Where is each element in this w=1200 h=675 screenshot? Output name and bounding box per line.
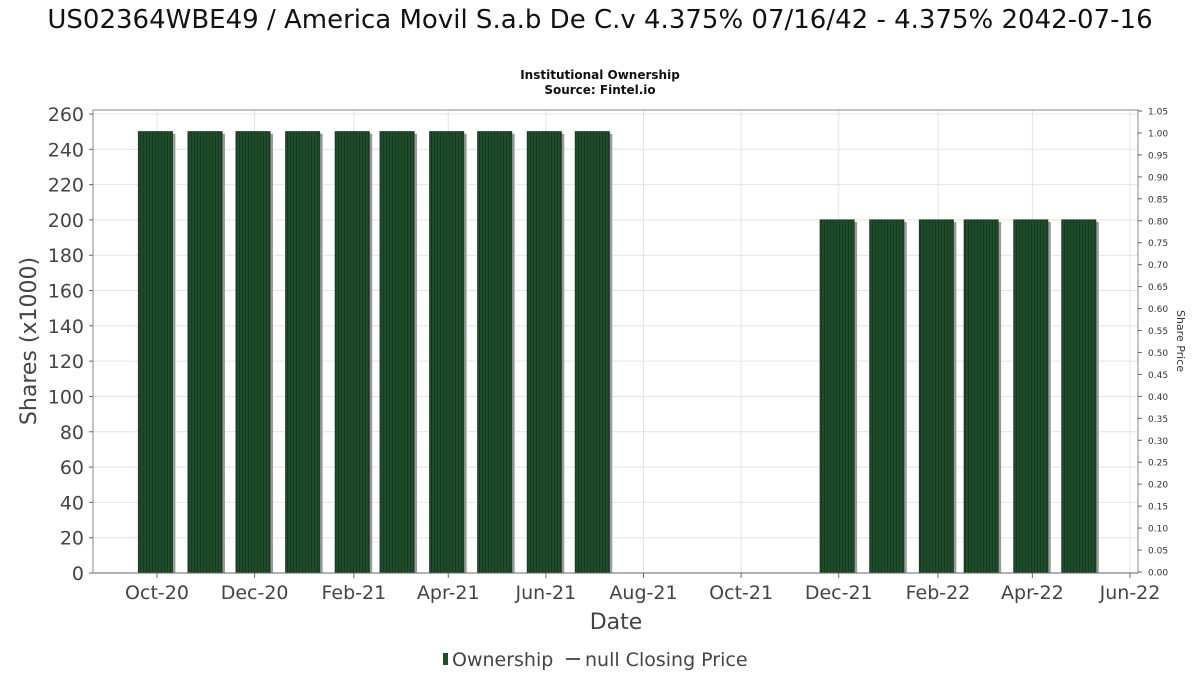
subtitle-line-2: Source: Fintel.io [544, 83, 656, 97]
ownership-bar [1061, 219, 1097, 574]
y-tick-label: 160 [48, 281, 84, 303]
x-tick-label: Feb-22 [906, 582, 971, 604]
y-tick-label: 260 [48, 104, 84, 126]
y-tick-label: 180 [48, 245, 84, 267]
y2-tick-label: 0.65 [1148, 283, 1168, 293]
y2-tick-label: 0.00 [1148, 569, 1168, 579]
y-axis-label: Shares (x1000) [17, 257, 42, 425]
y-tick-label: 60 [60, 457, 84, 479]
y2-tick-label: 0.80 [1148, 217, 1168, 227]
y2-tick-label: 0.15 [1148, 503, 1168, 513]
y2-tick-label: 0.90 [1148, 173, 1168, 183]
y2-tick-label: 0.25 [1148, 459, 1168, 469]
x-tick-label: Aug-21 [609, 582, 677, 604]
chart-title: US02364WBE49 / America Movil S.a.b De C.… [47, 5, 1153, 35]
y2-tick-label: 0.60 [1148, 305, 1168, 315]
y2-tick-label: 0.50 [1148, 349, 1168, 359]
y2-tick-label: 1.00 [1148, 129, 1168, 139]
legend-label-closing-price: null Closing Price [585, 649, 748, 671]
ownership-bar [963, 219, 999, 574]
x-axis-label: Date [590, 610, 643, 635]
ownership-bar [477, 131, 513, 574]
ownership-bar [379, 131, 415, 574]
y-tick-label: 140 [48, 316, 84, 338]
legend-label-ownership: Ownership [452, 649, 553, 671]
x-tick-label: Jun-21 [515, 582, 577, 604]
y2-tick-label: 0.75 [1148, 239, 1168, 249]
y-axis: 0 20 40 60 80 100 120 140 160 180 200 220 240 260 [48, 104, 93, 585]
x-axis: Oct-20 Dec-20 Feb-21 Apr-21 Jun-21 Aug-21 Oct-… [93, 572, 1161, 604]
y-tick-label: 240 [48, 139, 84, 161]
chart-subtitle: Institutional Ownership Source: Fintel.i… [0, 68, 1200, 98]
x-tick-label: Jun-22 [1099, 582, 1161, 604]
y2-tick-label: 0.40 [1148, 393, 1168, 403]
y-tick-label: 20 [60, 528, 84, 550]
y-tick-label: 80 [60, 422, 84, 444]
ownership-bar [285, 131, 321, 574]
y2-tick-label: 0.45 [1148, 371, 1168, 381]
ownership-bar [526, 131, 562, 574]
y2-tick-label: 0.20 [1148, 481, 1168, 491]
y2-tick-label: 0.95 [1148, 151, 1168, 161]
x-tick-label: Oct-20 [125, 582, 189, 604]
subtitle-line-1: Institutional Ownership [520, 68, 680, 82]
bars-group [137, 131, 1099, 574]
x-tick-label: Apr-21 [417, 582, 480, 604]
y2-tick-label: 0.30 [1148, 437, 1168, 447]
y-tick-label: 220 [48, 175, 84, 197]
ownership-bar [869, 219, 905, 574]
x-tick-label: Oct-21 [709, 582, 773, 604]
ownership-bar [235, 131, 271, 574]
ownership-bar [137, 131, 173, 574]
x-tick-label: Dec-20 [221, 582, 289, 604]
y2-tick-label: 0.35 [1148, 415, 1168, 425]
ownership-bar [1013, 219, 1049, 574]
y-tick-label: 100 [48, 386, 84, 408]
ownership-bar [574, 131, 610, 574]
ownership-bar [187, 131, 223, 574]
y2-tick-label: 0.05 [1148, 547, 1168, 557]
ownership-bar [819, 219, 855, 574]
y2-tick-label: 0.55 [1148, 327, 1168, 337]
legend-swatch-ownership [443, 653, 448, 665]
y-tick-label: 120 [48, 351, 84, 373]
x-tick-label: Dec-21 [805, 582, 873, 604]
ownership-bar [334, 131, 370, 574]
y-tick-label: 0 [72, 563, 84, 585]
y-tick-label: 200 [48, 210, 84, 232]
y-tick-label: 40 [60, 492, 84, 514]
y2-axis-label: Share Price [1174, 310, 1187, 372]
legend: Ownership null Closing Price [443, 649, 748, 671]
y2-tick-label: 1.05 [1148, 108, 1168, 118]
x-tick-label: Feb-21 [321, 582, 386, 604]
y2-tick-label: 0.10 [1148, 525, 1168, 535]
y2-tick-label: 0.85 [1148, 195, 1168, 205]
ownership-bar [429, 131, 465, 574]
ownership-bar [918, 219, 954, 574]
x-tick-label: Apr-22 [1001, 582, 1064, 604]
y2-tick-label: 0.70 [1148, 261, 1168, 271]
y2-axis: 0.00 0.05 0.10 0.15 0.20 0.25 0.30 0.35 0.40 0.45… [1138, 108, 1168, 579]
